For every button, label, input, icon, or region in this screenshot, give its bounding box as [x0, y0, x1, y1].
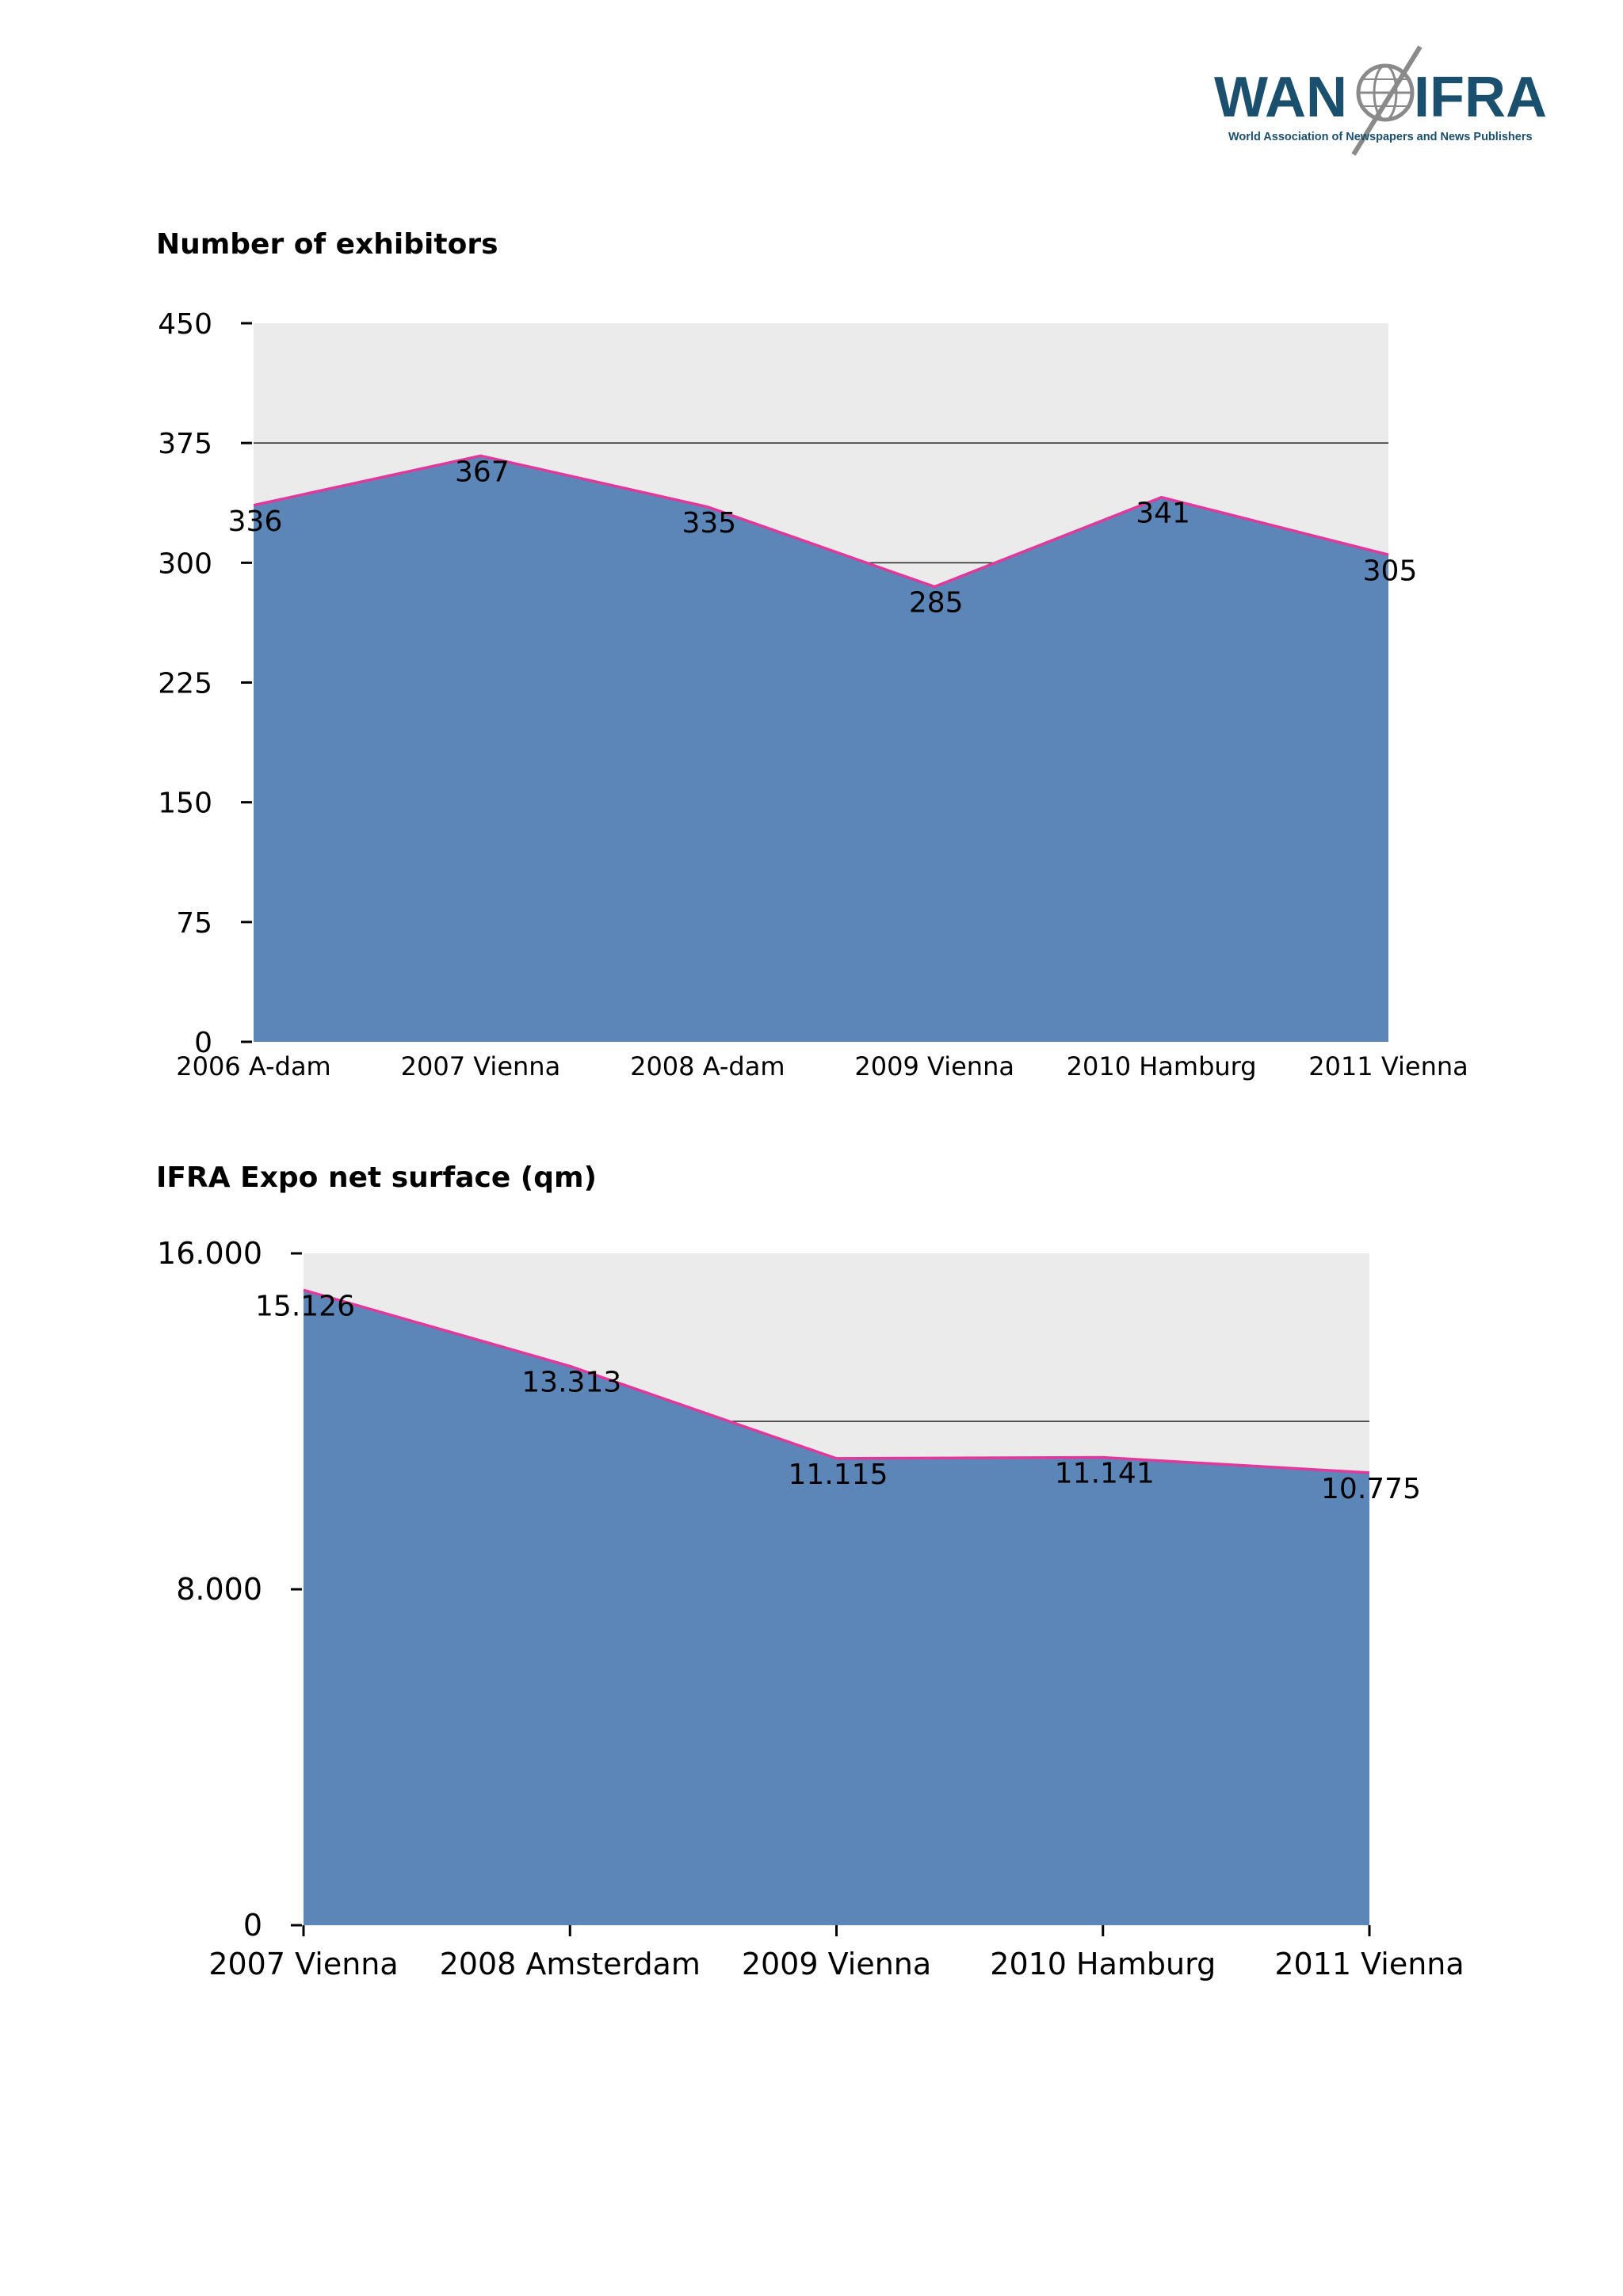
chart2-y-tick-label: 16.000 — [157, 1236, 262, 1271]
chart1-y-tick-label: 0 — [194, 1027, 212, 1059]
chart2-x-tick-label: 2007 Vienna — [208, 1947, 398, 1981]
chart2-x-tick-label: 2010 Hamburg — [990, 1947, 1216, 1981]
chart2-y-tick-label: 0 — [243, 1908, 262, 1943]
chart2-data-label: 11.141 — [1055, 1458, 1155, 1490]
chart1-y-tick-label: 75 — [176, 907, 212, 940]
chart1-x-tick-label: 2011 Vienna — [1308, 1051, 1468, 1081]
chart2-x-tick-label: 2008 Amsterdam — [440, 1947, 701, 1981]
chart1-y-tick-label: 150 — [158, 788, 212, 820]
chart2-data-label: 11.115 — [789, 1459, 888, 1491]
chart2-data-label: 10.775 — [1321, 1473, 1421, 1505]
logo-wordmark-ifra: IFRA — [1414, 66, 1547, 129]
chart2-series-line — [303, 1288, 1370, 1474]
chart1-y-tick-label: 450 — [158, 308, 212, 341]
chart1-y-tick-label: 225 — [158, 668, 212, 700]
chart2-area — [304, 1290, 1369, 1925]
chart1-data-label: 285 — [909, 587, 964, 620]
chart1-y-tick-label: 300 — [158, 547, 212, 580]
chart2-data-label: 13.313 — [521, 1366, 621, 1398]
wan-ifra-logo: WAN IFRA World Association of Newspapers… — [1214, 45, 1547, 156]
chart-1-title: Number of exhibitors — [156, 228, 498, 261]
chart1-data-label: 305 — [1363, 555, 1418, 587]
globe-icon — [1351, 45, 1423, 156]
chart1-x-tick-label: 2007 Vienna — [401, 1051, 561, 1081]
logo-tagline: World Association of Newspapers and News… — [1228, 131, 1533, 143]
chart1-y-tick-label: 375 — [158, 428, 212, 460]
chart1-x-tick-label: 2009 Vienna — [854, 1051, 1014, 1081]
chart2-y-tick-label: 8.000 — [176, 1572, 262, 1607]
chart2-x-tick-label: 2009 Vienna — [742, 1947, 931, 1981]
chart1-data-label: 336 — [228, 505, 283, 538]
chart1-data-label: 341 — [1136, 498, 1190, 530]
chart2-x-tick-label: 2011 Vienna — [1274, 1947, 1464, 1981]
chart1-x-tick-label: 2006 A-dam — [176, 1051, 330, 1081]
chart1-area — [254, 456, 1388, 1042]
chart1-data-label: 367 — [455, 456, 510, 488]
chart1-data-label: 335 — [682, 507, 736, 540]
chart-2-title: IFRA Expo net surface (qm) — [156, 1161, 597, 1194]
net-surface-area-chart: 0 8.000 16.000 2007 Vienna 2008 Amsterdam 200… — [157, 1236, 1465, 1981]
logo-wordmark-wan: WAN — [1214, 66, 1347, 129]
chart2-data-label: 15.126 — [255, 1290, 355, 1322]
chart1-x-tick-label: 2010 Hamburg — [1067, 1051, 1257, 1081]
chart1-x-tick-label: 2008 A-dam — [630, 1051, 785, 1081]
exhibitors-area-chart: 0 75 150 225 300 375 450 2006 A-dam 2007 Vienna 2… — [158, 308, 1468, 1081]
chart1-series-line — [253, 454, 1389, 589]
